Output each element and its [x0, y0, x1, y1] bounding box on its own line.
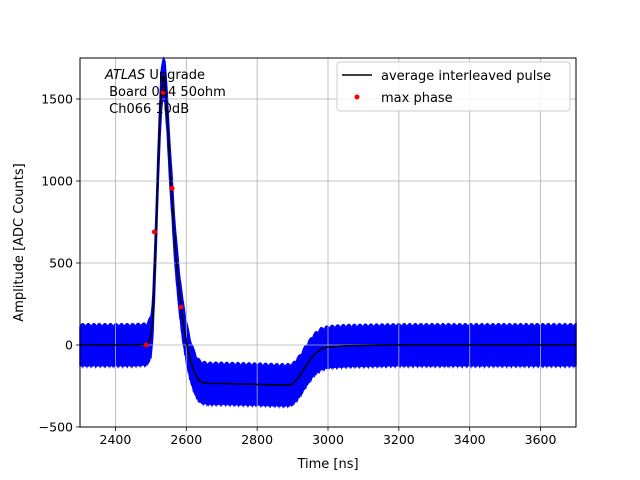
- y-tick-label: 500: [49, 256, 73, 271]
- max-phase-point: [143, 342, 149, 348]
- x-axis-ticks: 2400 2600 2800 3000 3200 3400 3600: [100, 427, 557, 447]
- x-tick-label: 3200: [383, 432, 415, 447]
- annotation-upgrade: Upgrade: [145, 68, 205, 83]
- y-axis-label: Amplitude [ADC Counts]: [12, 163, 27, 321]
- y-tick-label: −500: [39, 420, 73, 435]
- x-axis-label: Time [ns]: [296, 457, 358, 472]
- annotation-atlas: ATLAS: [104, 68, 145, 83]
- y-axis-ticks: −500 0 500 1000 1500: [39, 92, 80, 435]
- legend-label-average: average interleaved pulse: [381, 69, 551, 84]
- legend-box: [336, 61, 571, 112]
- y-tick-label: 1500: [41, 92, 73, 107]
- x-tick-label: 2800: [241, 432, 273, 447]
- max-phase-point: [160, 89, 166, 95]
- annotation-line-3: Ch066 10dB: [105, 102, 189, 117]
- x-tick-label: 3000: [312, 432, 344, 447]
- y-tick-label: 1000: [41, 174, 73, 189]
- x-tick-label: 3600: [525, 432, 557, 447]
- legend: average interleaved pulse max phase: [336, 61, 571, 112]
- legend-label-max-phase: max phase: [381, 91, 453, 106]
- max-phase-point: [169, 185, 175, 191]
- max-phase-points: [143, 89, 184, 348]
- x-tick-label: 2400: [100, 432, 132, 447]
- x-tick-label: 2600: [170, 432, 202, 447]
- legend-swatch-max-phase: [354, 94, 360, 100]
- y-tick-label: 0: [65, 338, 73, 353]
- annotation-line-2: Board 034 50ohm: [105, 85, 226, 100]
- max-phase-point: [178, 304, 184, 310]
- atlas-annotation: ATLAS Upgrade Board 034 50ohm Ch066 10dB: [104, 68, 226, 117]
- x-tick-label: 3400: [454, 432, 486, 447]
- max-phase-point: [151, 229, 157, 235]
- annotation-line-1: ATLAS Upgrade: [104, 68, 205, 83]
